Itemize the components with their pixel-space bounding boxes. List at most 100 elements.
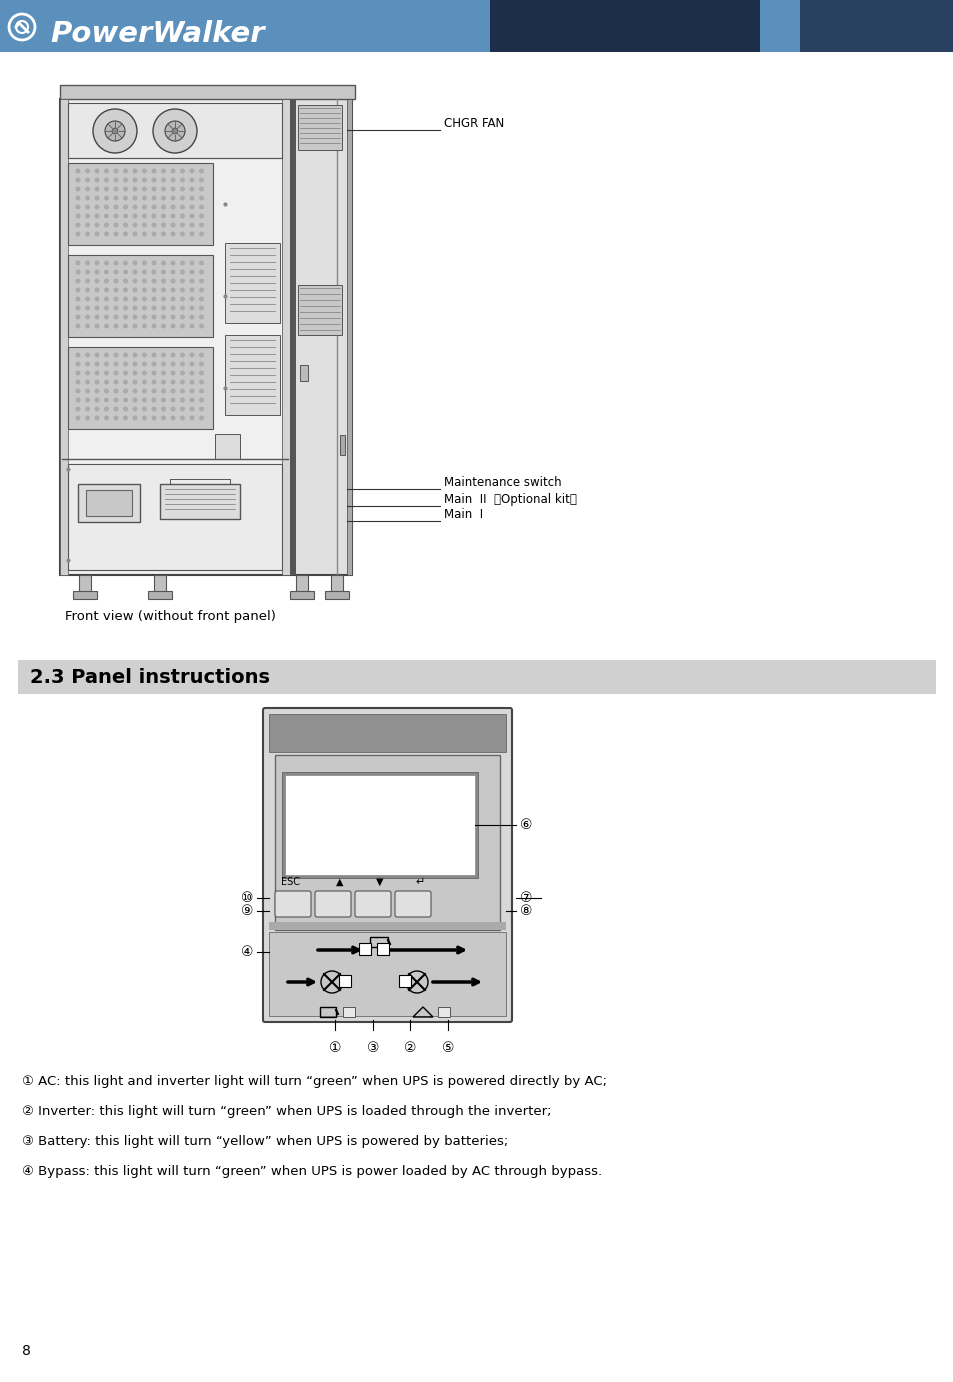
Circle shape bbox=[199, 287, 204, 293]
Circle shape bbox=[94, 279, 99, 283]
Bar bbox=[68, 104, 282, 158]
Circle shape bbox=[190, 380, 194, 384]
Circle shape bbox=[142, 287, 147, 293]
Circle shape bbox=[199, 398, 204, 402]
Circle shape bbox=[142, 169, 147, 174]
Circle shape bbox=[152, 205, 156, 210]
Circle shape bbox=[113, 260, 118, 265]
Bar bbox=[338, 974, 351, 987]
Circle shape bbox=[123, 177, 128, 182]
Circle shape bbox=[180, 406, 185, 412]
Circle shape bbox=[190, 205, 194, 210]
Circle shape bbox=[171, 370, 175, 376]
Circle shape bbox=[85, 205, 90, 210]
Circle shape bbox=[161, 232, 166, 236]
Circle shape bbox=[75, 406, 80, 412]
Circle shape bbox=[190, 187, 194, 192]
Circle shape bbox=[142, 388, 147, 394]
Circle shape bbox=[180, 213, 185, 218]
Circle shape bbox=[142, 315, 147, 319]
Text: ③: ③ bbox=[366, 1041, 379, 1054]
Circle shape bbox=[132, 305, 137, 311]
Circle shape bbox=[171, 213, 175, 218]
Circle shape bbox=[104, 416, 109, 420]
Circle shape bbox=[180, 287, 185, 293]
Text: ④ Bypass: this light will turn “green” when UPS is power loaded by AC through by: ④ Bypass: this light will turn “green” w… bbox=[22, 1165, 601, 1177]
Bar bbox=[370, 937, 388, 947]
Circle shape bbox=[161, 279, 166, 283]
Circle shape bbox=[152, 232, 156, 236]
Circle shape bbox=[199, 195, 204, 200]
Circle shape bbox=[94, 370, 99, 376]
Circle shape bbox=[161, 213, 166, 218]
Circle shape bbox=[152, 177, 156, 182]
Circle shape bbox=[161, 169, 166, 174]
Circle shape bbox=[142, 177, 147, 182]
Circle shape bbox=[94, 323, 99, 329]
Circle shape bbox=[152, 109, 196, 153]
Circle shape bbox=[85, 223, 90, 228]
Circle shape bbox=[85, 177, 90, 182]
FancyBboxPatch shape bbox=[395, 891, 431, 918]
Circle shape bbox=[113, 195, 118, 200]
Text: ⑨: ⑨ bbox=[241, 904, 253, 918]
Circle shape bbox=[171, 287, 175, 293]
Circle shape bbox=[75, 305, 80, 311]
Circle shape bbox=[104, 177, 109, 182]
Circle shape bbox=[171, 260, 175, 265]
Circle shape bbox=[190, 352, 194, 358]
Circle shape bbox=[199, 297, 204, 301]
Circle shape bbox=[142, 269, 147, 275]
Circle shape bbox=[85, 380, 90, 384]
Circle shape bbox=[171, 388, 175, 394]
Circle shape bbox=[180, 380, 185, 384]
Text: ②: ② bbox=[403, 1041, 416, 1054]
Circle shape bbox=[113, 177, 118, 182]
Circle shape bbox=[132, 269, 137, 275]
Circle shape bbox=[152, 352, 156, 358]
Circle shape bbox=[142, 416, 147, 420]
Circle shape bbox=[104, 323, 109, 329]
Circle shape bbox=[94, 352, 99, 358]
Circle shape bbox=[123, 362, 128, 366]
Circle shape bbox=[190, 287, 194, 293]
Text: PowerWalker: PowerWalker bbox=[50, 19, 264, 48]
Circle shape bbox=[85, 297, 90, 301]
Circle shape bbox=[75, 380, 80, 384]
Circle shape bbox=[104, 362, 109, 366]
Circle shape bbox=[199, 305, 204, 311]
Circle shape bbox=[152, 416, 156, 420]
Circle shape bbox=[152, 269, 156, 275]
Circle shape bbox=[104, 213, 109, 218]
Circle shape bbox=[180, 352, 185, 358]
Circle shape bbox=[199, 169, 204, 174]
Circle shape bbox=[161, 297, 166, 301]
Circle shape bbox=[123, 406, 128, 412]
Circle shape bbox=[152, 223, 156, 228]
Circle shape bbox=[161, 388, 166, 394]
Circle shape bbox=[190, 297, 194, 301]
Circle shape bbox=[161, 380, 166, 384]
Bar bbox=[347, 100, 352, 575]
Circle shape bbox=[199, 177, 204, 182]
Circle shape bbox=[161, 416, 166, 420]
Circle shape bbox=[113, 279, 118, 283]
Bar bbox=[290, 591, 314, 598]
Circle shape bbox=[75, 287, 80, 293]
Circle shape bbox=[113, 297, 118, 301]
Circle shape bbox=[161, 205, 166, 210]
Circle shape bbox=[113, 315, 118, 319]
Circle shape bbox=[152, 323, 156, 329]
Circle shape bbox=[171, 187, 175, 192]
Circle shape bbox=[199, 232, 204, 236]
Bar bbox=[0, 0, 953, 53]
Circle shape bbox=[132, 177, 137, 182]
Bar bbox=[269, 931, 505, 1016]
Text: ③ Battery: this light will turn “yellow” when UPS is powered by batteries;: ③ Battery: this light will turn “yellow”… bbox=[22, 1135, 508, 1148]
Circle shape bbox=[104, 315, 109, 319]
Circle shape bbox=[172, 129, 178, 134]
Circle shape bbox=[123, 213, 128, 218]
Circle shape bbox=[123, 287, 128, 293]
Text: 8: 8 bbox=[22, 1345, 30, 1359]
Circle shape bbox=[142, 352, 147, 358]
